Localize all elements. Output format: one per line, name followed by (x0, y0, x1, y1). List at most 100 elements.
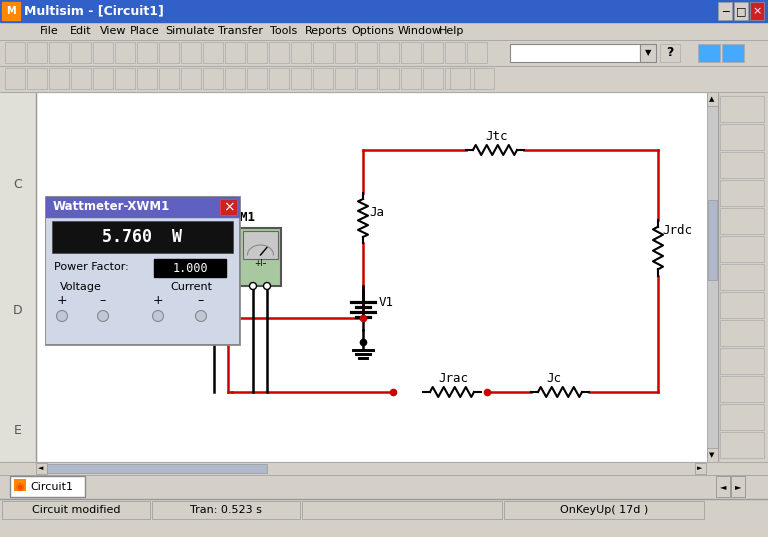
Text: V1: V1 (379, 296, 394, 309)
Text: Place: Place (130, 26, 160, 36)
Bar (720, 208, 764, 234)
Bar (247, 68, 267, 89)
Bar (707, 92, 718, 462)
Bar (137, 68, 157, 89)
Bar (5, 42, 25, 63)
Text: C: C (14, 178, 22, 192)
Text: XWM1: XWM1 (226, 211, 256, 224)
Text: Window: Window (398, 26, 442, 36)
Text: ?: ? (667, 47, 674, 60)
Bar (47, 464, 267, 473)
Text: Current: Current (170, 282, 212, 292)
Bar (36, 92, 718, 462)
Circle shape (210, 282, 217, 289)
Text: Wattmeter-XWM1: Wattmeter-XWM1 (53, 200, 170, 214)
Text: +I–: +I– (253, 258, 266, 267)
Bar (159, 42, 179, 63)
Text: +V–: +V– (214, 258, 229, 267)
Bar (335, 68, 355, 89)
Text: Transfer: Transfer (217, 26, 263, 36)
Bar (152, 501, 300, 519)
Text: ×: × (753, 6, 762, 16)
Bar (720, 376, 764, 402)
Text: ◄: ◄ (38, 465, 44, 471)
Bar (707, 92, 718, 106)
Bar (335, 42, 355, 63)
Bar (467, 68, 487, 89)
Bar (2, 501, 150, 519)
Text: Jc: Jc (546, 372, 561, 384)
Bar (467, 42, 487, 63)
Bar (52, 221, 233, 253)
Text: ×: × (223, 200, 235, 214)
Bar (707, 448, 718, 462)
Text: Ja: Ja (369, 207, 384, 220)
Bar (401, 42, 421, 63)
Text: Jrdc: Jrdc (662, 223, 692, 236)
Bar (722, 44, 744, 62)
Bar (203, 68, 223, 89)
Bar (720, 236, 764, 262)
Text: ▼: ▼ (645, 48, 651, 57)
Bar (291, 42, 311, 63)
Bar (718, 2, 732, 20)
Bar (423, 42, 443, 63)
Bar (115, 68, 135, 89)
Bar (718, 92, 768, 462)
Bar (291, 68, 311, 89)
Bar (27, 42, 47, 63)
Text: 1.000: 1.000 (172, 262, 208, 274)
Bar (720, 432, 764, 458)
Bar (660, 44, 680, 62)
Text: 5.760  W: 5.760 W (102, 228, 183, 246)
Bar (313, 42, 333, 63)
Bar (201, 228, 281, 286)
Bar (720, 124, 764, 150)
Text: Tran: 0.523 s: Tran: 0.523 s (190, 505, 262, 515)
Bar (510, 44, 640, 62)
Bar (46, 197, 239, 217)
Bar (5, 68, 25, 89)
Bar (181, 42, 201, 63)
Bar (357, 68, 377, 89)
Text: ►: ► (735, 483, 741, 491)
Bar (71, 42, 91, 63)
Bar (313, 68, 333, 89)
Bar (115, 42, 135, 63)
Text: Power Factor:: Power Factor: (54, 262, 129, 272)
Bar (159, 68, 179, 89)
Bar (708, 200, 717, 280)
Bar (716, 476, 730, 497)
Bar (445, 68, 465, 89)
Circle shape (263, 282, 270, 289)
Bar (504, 501, 704, 519)
Bar (640, 44, 656, 62)
Bar (0, 462, 768, 475)
Bar (36, 463, 47, 474)
Text: Multisim - [Circuit1]: Multisim - [Circuit1] (24, 4, 164, 18)
Bar (0, 92, 36, 462)
Text: ▼: ▼ (710, 452, 715, 458)
Bar (450, 68, 470, 89)
Bar (302, 501, 502, 519)
Bar (243, 231, 278, 259)
Bar (698, 44, 720, 62)
Bar (720, 404, 764, 430)
Bar (750, 2, 764, 20)
Text: Jtc: Jtc (485, 130, 508, 143)
Text: Voltage: Voltage (60, 282, 102, 292)
Bar (0, 475, 768, 499)
Circle shape (196, 310, 207, 322)
Text: +: + (57, 294, 68, 308)
Text: E: E (14, 424, 22, 437)
Circle shape (224, 282, 231, 289)
Bar (181, 68, 201, 89)
Circle shape (98, 310, 108, 322)
Bar (720, 320, 764, 346)
Bar (10, 476, 85, 497)
Bar (0, 499, 768, 537)
Text: ▲: ▲ (710, 96, 715, 102)
Bar (2, 2, 20, 20)
Bar (154, 259, 226, 277)
Text: File: File (40, 26, 58, 36)
